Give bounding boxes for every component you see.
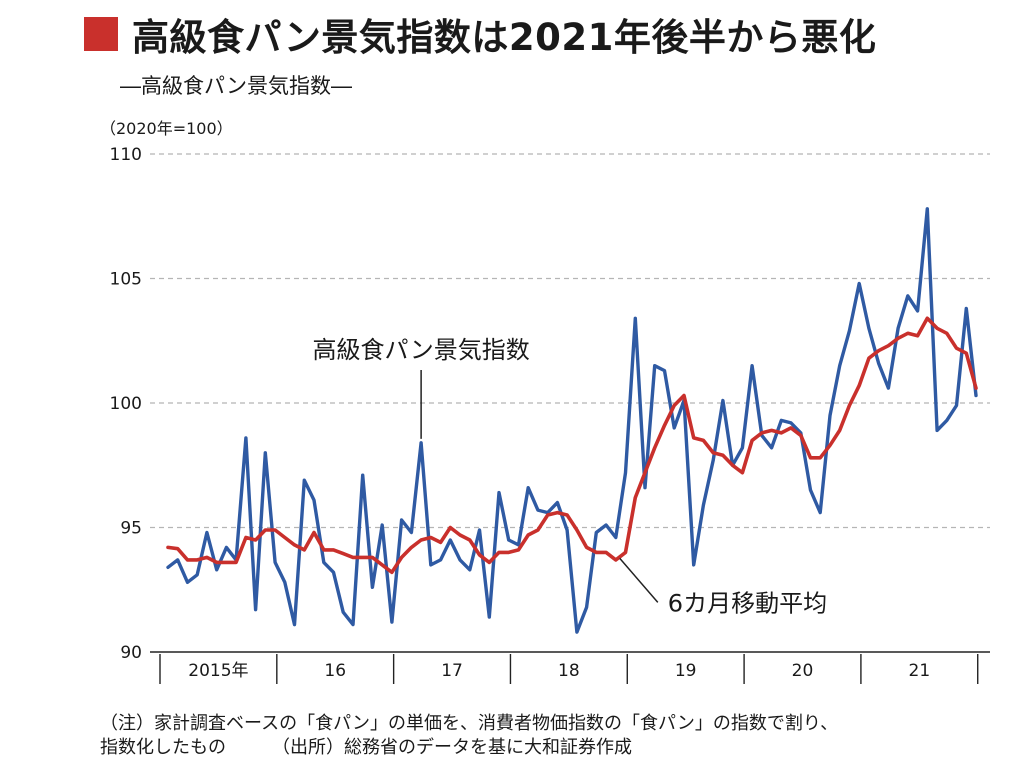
x-tick-label: 18 — [558, 661, 580, 681]
y-axis-ticks: 90 95 100 105 110 — [110, 145, 142, 663]
annotation-leader-ma — [620, 558, 658, 602]
footnote: （注）家計調査ベースの「食パン」の単価を、消費者物価指数の「食パン」の指数で割り… — [100, 712, 838, 760]
x-tick-label: 21 — [909, 661, 931, 681]
series-line-1 — [168, 318, 976, 572]
x-axis: 2015年 16 17 18 19 20 21 — [160, 654, 978, 684]
series-lines — [168, 209, 976, 632]
y-tick-label: 110 — [110, 145, 142, 165]
line-chart: 90 95 100 105 110 2015年 16 17 18 19 20 21 高級食パン景気指… — [0, 0, 1024, 773]
x-tick-label: 2015年 — [188, 661, 248, 681]
x-tick-label: 19 — [675, 661, 697, 681]
y-tick-label: 95 — [120, 519, 142, 539]
footnote-line-2: 指数化したもの （出所）総務省のデータを基に大和証券作成 — [100, 736, 838, 760]
y-tick-label: 90 — [120, 643, 142, 663]
annotation-label-index: 高級食パン景気指数 — [313, 336, 530, 364]
footnote-line-1: （注）家計調査ベースの「食パン」の単価を、消費者物価指数の「食パン」の指数で割り… — [100, 712, 838, 736]
footnote-note-cont: 指数化したもの — [100, 736, 226, 760]
y-tick-label: 105 — [110, 270, 142, 290]
y-tick-label: 100 — [110, 394, 142, 414]
x-tick-label: 20 — [792, 661, 814, 681]
annotation-label-ma: 6カ月移動平均 — [668, 589, 827, 617]
page: 高級食パン景気指数は2021年後半から悪化 ―高級食パン景気指数― （2020年… — [0, 0, 1024, 773]
footnote-source: （出所）総務省のデータを基に大和証券作成 — [272, 736, 632, 760]
x-tick-label: 17 — [441, 661, 463, 681]
series-line-0 — [168, 209, 976, 632]
x-tick-label: 16 — [324, 661, 346, 681]
